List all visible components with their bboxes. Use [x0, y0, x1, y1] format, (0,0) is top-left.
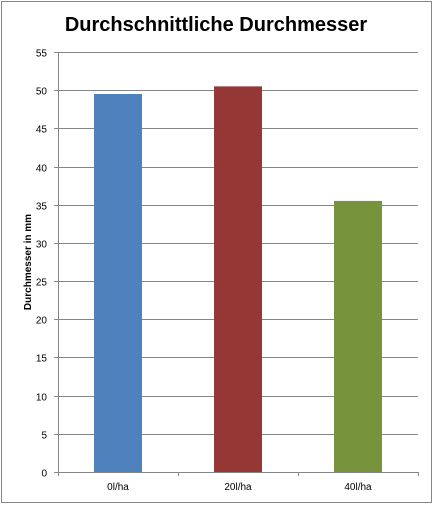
y-tick-label: 55 — [36, 49, 48, 60]
y-tick-label: 15 — [36, 354, 48, 365]
x-tick-label: 40l/ha — [344, 482, 372, 493]
bar — [94, 94, 142, 472]
bar — [334, 200, 382, 472]
chart-title: Durchschnittliche Durchmesser — [65, 14, 368, 36]
y-tick-label: 45 — [36, 125, 48, 136]
x-tick-labels: 0l/ha 20l/ha 40l/ha — [107, 482, 372, 493]
y-axis-label: Durchmesser in mm — [23, 214, 34, 310]
y-tick-label: 20 — [36, 316, 48, 327]
x-tick-label: 0l/ha — [107, 482, 129, 493]
bar — [214, 86, 262, 472]
y-tick-label: 10 — [36, 393, 48, 404]
y-tick-label: 5 — [41, 431, 47, 442]
y-tick-label: 35 — [36, 202, 48, 213]
y-tick-label: 50 — [36, 87, 48, 98]
y-tick-label: 0 — [41, 469, 47, 480]
y-tick-labels: 0 5 10 15 20 25 30 35 40 45 50 55 — [36, 49, 48, 480]
y-tick-label: 25 — [36, 278, 48, 289]
y-tick-label: 30 — [36, 240, 48, 251]
bars — [94, 86, 382, 472]
x-tick-label: 20l/ha — [224, 482, 252, 493]
y-tick-label: 40 — [36, 164, 48, 175]
